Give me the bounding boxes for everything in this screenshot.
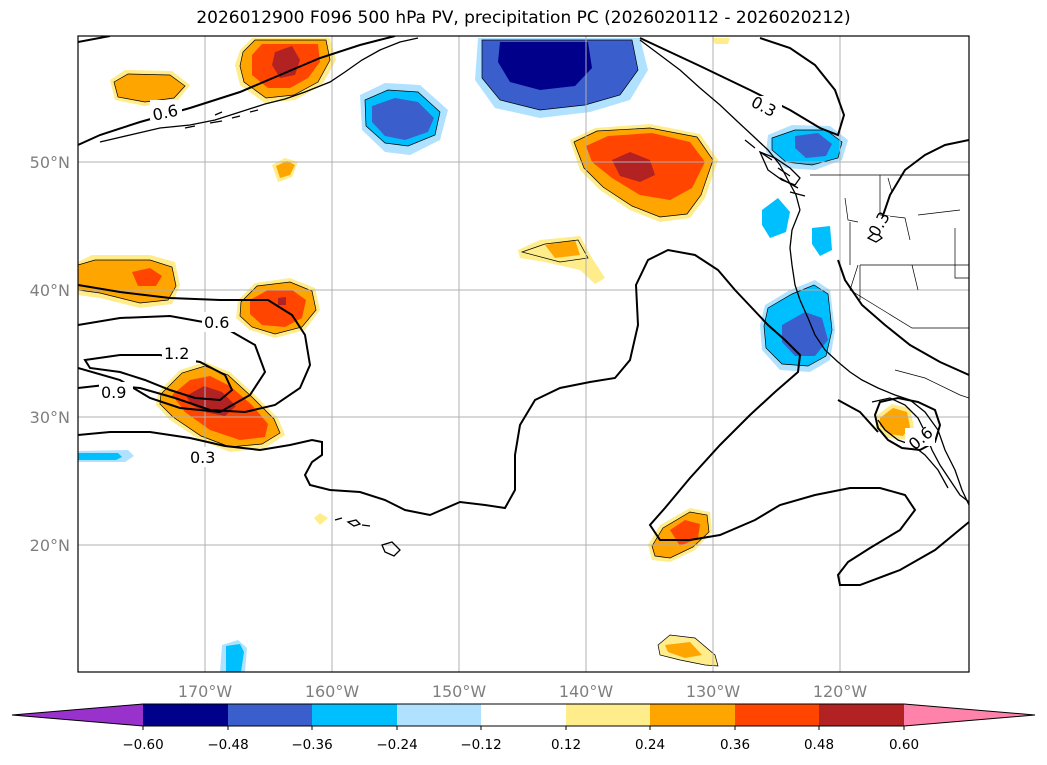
- negative-precip-shading: [78, 38, 848, 672]
- precip-blob: [545, 240, 580, 258]
- colorbar: −0.60 −0.48 −0.36 −0.24 −0.12 0.12 0.24 …: [11, 703, 1036, 753]
- colorbar-tick-label: −0.48: [207, 737, 248, 753]
- contour-label: 0.3: [190, 448, 215, 467]
- colorbar-tick-label: 0.60: [889, 737, 919, 753]
- precip-blob: [132, 268, 162, 286]
- colorbar-segment: [735, 704, 819, 726]
- precip-blob: [762, 198, 790, 238]
- precip-blob: [78, 453, 122, 460]
- lat-tick-label: 50°N: [30, 153, 70, 172]
- lat-tick-label: 40°N: [30, 281, 70, 300]
- colorbar-tick-label: −0.24: [376, 737, 417, 753]
- hawaii-islands: [334, 517, 401, 557]
- contour-label: 1.2: [164, 344, 189, 363]
- colorbar-segment: [228, 704, 312, 726]
- lon-tick-label: 120°W: [813, 682, 868, 701]
- pv-contours: [78, 36, 969, 586]
- colorbar-tick-label: −0.60: [122, 737, 163, 753]
- gridlines: [78, 36, 969, 672]
- precip-blob: [712, 38, 730, 44]
- colorbar-segment: [566, 704, 650, 726]
- colorbar-segment: [481, 704, 566, 726]
- precip-blob: [498, 42, 592, 90]
- precip-blob: [612, 152, 655, 182]
- pv-contour-line: [78, 248, 969, 586]
- precip-blob: [314, 513, 328, 525]
- colorbar-segment: [143, 704, 228, 726]
- colorbar-extend-min: [12, 704, 143, 726]
- pv-contour-line: [78, 36, 396, 146]
- pv-contour-line: [78, 36, 111, 43]
- colorbar-tick-label: −0.36: [291, 737, 332, 753]
- aleutian-islands: [184, 109, 259, 129]
- lat-tick-label: 20°N: [30, 536, 70, 555]
- precip-blob: [372, 98, 434, 140]
- political-borders: [810, 174, 969, 399]
- bc-islands-coast: [744, 139, 806, 197]
- precip-blob: [665, 642, 702, 658]
- contour-label: 0.6: [204, 313, 229, 332]
- pv-contour-line: [83, 354, 234, 402]
- precip-blob: [276, 161, 295, 178]
- pv-contour-line: [837, 259, 969, 433]
- colorbar-tick-label: 0.36: [720, 737, 750, 753]
- lon-axis-labels: 170°W 160°W 150°W 140°W 130°W 120°W: [178, 682, 868, 701]
- colorbar-segment: [650, 704, 735, 726]
- precip-blob: [812, 226, 832, 256]
- precip-blob: [795, 133, 832, 158]
- lon-tick-label: 160°W: [305, 682, 360, 701]
- precip-blob: [782, 312, 828, 356]
- contour-label: 0.3: [865, 208, 894, 240]
- contour-label: 0.6: [151, 101, 180, 125]
- lon-tick-label: 130°W: [686, 682, 741, 701]
- contour-label: 0.9: [101, 383, 126, 402]
- pv-contour-line: [873, 396, 942, 452]
- coastlines: [99, 37, 969, 557]
- lon-tick-label: 140°W: [559, 682, 614, 701]
- us-west-coast: [789, 209, 969, 506]
- precip-blob: [518, 236, 605, 284]
- colorbar-segment: [312, 704, 397, 726]
- vancouver-island: [758, 150, 801, 186]
- colorbar-tick-label: 0.12: [551, 737, 581, 753]
- contour-label-group: 0.6 0.3 0.6 1.2 0.9 0.3 0.3 0.6: [99, 92, 937, 467]
- colorbar-segment: [397, 704, 481, 726]
- precip-blob: [226, 644, 244, 672]
- map-title: 2026012900 F096 500 hPa PV, precipitatio…: [196, 8, 851, 28]
- alaska-peninsula-coast: [99, 37, 419, 143]
- colorbar-segment: [819, 704, 904, 726]
- pv-contour-line: [639, 37, 846, 137]
- colorbar-tick-label: 0.24: [635, 737, 665, 753]
- pv-contour-line: [78, 314, 267, 414]
- pv-contour-line: [78, 284, 312, 414]
- lat-tick-label: 30°N: [30, 408, 70, 427]
- precip-blob: [278, 297, 286, 305]
- map-frame: [77, 35, 970, 673]
- precip-blob: [114, 74, 185, 102]
- precip-blob: [186, 386, 236, 416]
- map-plot-area: 0.6 0.3 0.6 1.2 0.9 0.3 0.3 0.6: [78, 36, 969, 672]
- lon-tick-label: 170°W: [178, 682, 233, 701]
- precip-blob: [880, 408, 910, 436]
- colorbar-tick-label: 0.48: [804, 737, 834, 753]
- colorbar-extend-max: [904, 704, 1035, 726]
- positive-precip-shading: [78, 38, 914, 666]
- colorbar-tick-label: −0.12: [460, 737, 501, 753]
- pv-contour-line: [877, 139, 969, 231]
- lat-axis-labels: 50°N 40°N 30°N 20°N: [30, 153, 70, 555]
- lon-tick-label: 150°W: [432, 682, 487, 701]
